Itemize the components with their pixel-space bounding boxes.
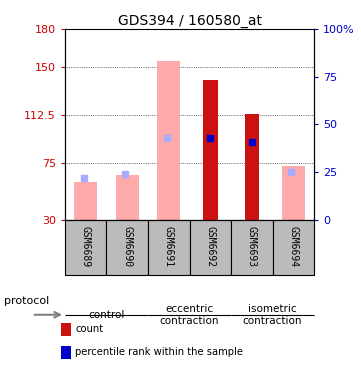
Text: GSM6693: GSM6693 [247, 227, 257, 268]
Bar [157, 61, 180, 220]
Text: GSM6692: GSM6692 [205, 227, 215, 268]
Title: GDS394 / 160580_at: GDS394 / 160580_at [118, 14, 261, 28]
Text: control: control [88, 310, 125, 320]
Text: GSM6691: GSM6691 [164, 227, 174, 268]
Bar [190, 220, 231, 274]
Text: GSM6694: GSM6694 [288, 227, 298, 268]
Bar [116, 175, 139, 220]
Bar [106, 220, 148, 274]
Bar [282, 166, 305, 220]
Bar [148, 220, 190, 274]
Bar [203, 80, 218, 220]
Bar [65, 220, 106, 274]
Text: protocol: protocol [4, 296, 49, 306]
Text: percentile rank within the sample: percentile rank within the sample [75, 347, 243, 357]
Text: count: count [75, 324, 103, 335]
Text: GSM6690: GSM6690 [122, 227, 132, 268]
Text: isometric
contraction: isometric contraction [243, 304, 302, 326]
Bar [244, 114, 259, 220]
Text: eccentric
contraction: eccentric contraction [160, 304, 219, 326]
Bar [273, 220, 314, 274]
Text: GSM6689: GSM6689 [81, 227, 91, 268]
Bar [74, 182, 97, 220]
Bar [231, 220, 273, 274]
